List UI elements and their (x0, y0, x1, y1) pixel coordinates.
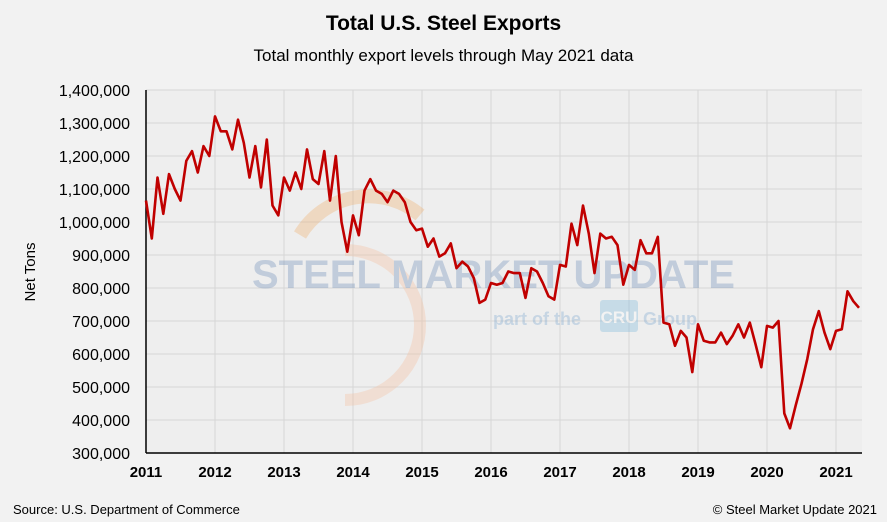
x-tick-label: 2015 (405, 464, 438, 481)
watermark-subtext: Group (643, 309, 697, 329)
y-tick-label: 500,000 (72, 380, 130, 397)
y-axis-label: Net Tons (22, 243, 39, 302)
y-tick-label: 700,000 (72, 314, 130, 331)
y-tick-label: 1,300,000 (59, 116, 130, 133)
x-tick-label: 2013 (267, 464, 300, 481)
watermark-text: STEEL MARKET UPDATE (252, 253, 735, 297)
source-note: Source: U.S. Department of Commerce (13, 502, 240, 517)
x-tick-label: 2020 (750, 464, 783, 481)
watermark-subtext: part of the (493, 309, 581, 329)
y-tick-label: 900,000 (72, 248, 130, 265)
x-tick-label: 2011 (130, 464, 163, 481)
cru-logo-text: CRU (601, 308, 638, 327)
watermark-swoosh (344, 244, 426, 406)
y-tick-label: 400,000 (72, 413, 130, 430)
y-tick-label: 1,100,000 (59, 182, 130, 199)
y-tick-label: 300,000 (72, 446, 130, 463)
y-tick-label: 800,000 (72, 281, 130, 298)
x-tick-label: 2012 (198, 464, 231, 481)
x-tick-label: 2018 (612, 464, 645, 481)
y-tick-label: 1,200,000 (59, 149, 130, 166)
x-tick-label: 2019 (681, 464, 714, 481)
cru-logo (600, 300, 638, 332)
x-tick-label: 2016 (474, 464, 507, 481)
chart-title: Total U.S. Steel Exports (325, 12, 562, 35)
x-tick-label: 2021 (819, 464, 852, 481)
y-tick-label: 1,000,000 (59, 215, 130, 232)
copyright-note: © Steel Market Update 2021 (712, 502, 877, 517)
y-tick-label: 1,400,000 (59, 83, 130, 100)
chart-subtitle: Total monthly export levels through May … (253, 46, 634, 65)
x-tick-label: 2014 (336, 464, 370, 481)
y-tick-label: 600,000 (72, 347, 130, 364)
x-tick-label: 2017 (543, 464, 576, 481)
